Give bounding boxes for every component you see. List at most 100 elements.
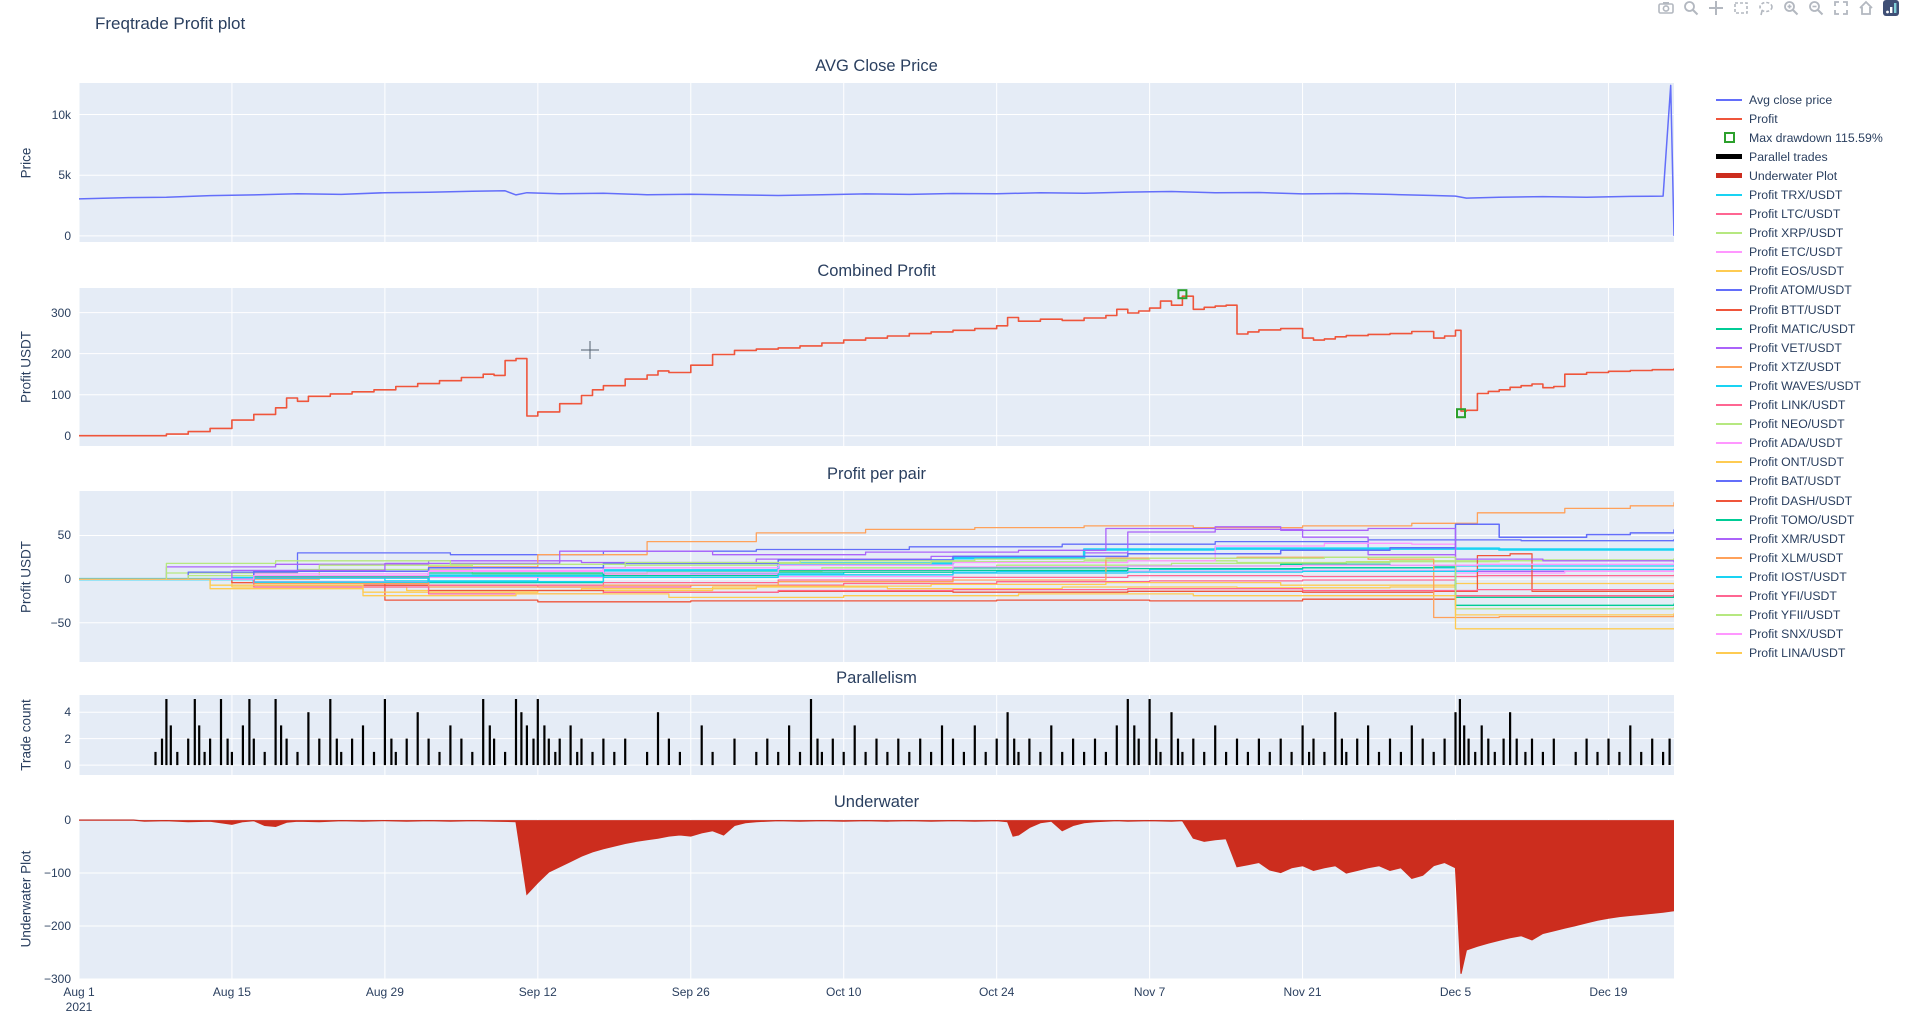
x-tick-label: Nov 21 (1283, 985, 1322, 999)
legend-item[interactable]: Profit TOMO/USDT (1716, 510, 1883, 529)
subplot-title-profit-per-pair: Profit per pair (826, 465, 927, 483)
zoom-in-icon[interactable] (1780, 0, 1802, 15)
legend-label: Profit XTZ/USDT (1749, 359, 1842, 374)
plotly-logo[interactable] (1880, 0, 1902, 16)
legend-item[interactable]: Profit XRP/USDT (1716, 224, 1883, 243)
legend-item[interactable]: Profit NEO/USDT (1716, 415, 1883, 434)
x-tick-label: Dec 19 (1589, 985, 1628, 999)
legend-line-swatch-icon (1716, 232, 1742, 235)
legend-line-swatch-icon (1716, 499, 1742, 502)
swatch (1716, 652, 1742, 655)
legend-item[interactable]: Profit BAT/USDT (1716, 472, 1883, 491)
legend-item[interactable]: Profit ATOM/USDT (1716, 281, 1883, 300)
legend-item[interactable]: Profit BTT/USDT (1716, 300, 1883, 319)
legend-line-swatch-icon (1716, 365, 1742, 368)
x-tick-label: Sep 12 (518, 985, 557, 999)
legend-line-swatch-icon (1716, 251, 1742, 254)
legend-item[interactable]: Profit TRX/USDT (1716, 185, 1883, 204)
zoom-icon[interactable] (1680, 0, 1702, 15)
legend-item[interactable]: Profit VET/USDT (1716, 338, 1883, 357)
x-tick-sublabel: 2021 (65, 1000, 93, 1014)
x-tick-label: Oct 10 (826, 985, 862, 999)
legend-label: Profit XLM/USDT (1749, 550, 1844, 565)
parallelism-plot[interactable] (78, 695, 1674, 775)
legend-line-swatch-icon (1716, 575, 1742, 578)
legend-item[interactable]: Profit YFII/USDT (1716, 606, 1883, 625)
legend-line-swatch-icon (1716, 270, 1742, 273)
legend-item[interactable]: Profit LTC/USDT (1716, 205, 1883, 224)
y-tick-label: 100 (50, 387, 71, 402)
swatch (1716, 154, 1742, 160)
legend-label: Underwater Plot (1749, 168, 1838, 183)
legend-item[interactable]: Profit (1716, 109, 1883, 128)
camera-icon[interactable] (1655, 0, 1677, 15)
swatch (1716, 384, 1742, 387)
legend-item[interactable]: Profit LINK/USDT (1716, 396, 1883, 415)
legend-line-swatch-icon (1716, 404, 1742, 407)
legend-item[interactable]: Profit ADA/USDT (1716, 434, 1883, 453)
legend-line-swatch-icon (1716, 289, 1742, 292)
y-tick-label: −300 (43, 972, 71, 986)
legend-label: Profit ATOM/USDT (1749, 283, 1852, 298)
swatch (1716, 213, 1742, 216)
y-tick-label: 10k (51, 107, 71, 122)
legend-label: Profit TRX/USDT (1749, 188, 1843, 203)
figure-title: Freqtrade Profit plot (95, 14, 246, 33)
legend: Avg close price Profit Max drawdown 115.59… (1716, 90, 1883, 663)
legend-label: Profit IOST/USDT (1749, 569, 1847, 584)
legend-label: Profit YFII/USDT (1749, 608, 1841, 623)
reset-axes-icon[interactable] (1855, 0, 1877, 15)
zoom-out-icon[interactable] (1805, 0, 1827, 15)
legend-label: Profit SNX/USDT (1749, 627, 1844, 642)
y-tick-label: 0 (64, 758, 71, 773)
subplot-title-avg-close-price: AVG Close Price (815, 57, 938, 75)
legend-item[interactable]: Profit MATIC/USDT (1716, 319, 1883, 338)
legend-item[interactable]: Profit XTZ/USDT (1716, 357, 1883, 376)
legend-item[interactable]: Underwater Plot (1716, 166, 1883, 185)
box-select-icon[interactable] (1730, 0, 1752, 15)
swatch (1716, 633, 1742, 636)
legend-line-swatch-icon (1716, 154, 1742, 160)
legend-item[interactable]: Profit XLM/USDT (1716, 548, 1883, 567)
legend-line-swatch-icon (1716, 308, 1742, 311)
legend-item[interactable]: Profit SNX/USDT (1716, 625, 1883, 644)
legend-line-swatch-icon (1716, 480, 1742, 483)
legend-line-swatch-icon (1716, 594, 1742, 597)
pan-icon[interactable] (1705, 0, 1727, 15)
legend-item[interactable]: Profit DASH/USDT (1716, 491, 1883, 510)
legend-line-swatch-icon (1716, 173, 1742, 179)
underwater-plot[interactable] (78, 819, 1675, 980)
avg-close-price-plot[interactable] (78, 83, 1675, 242)
legend-item[interactable]: Avg close price (1716, 90, 1883, 109)
swatch (1716, 575, 1742, 578)
combined-profit-plot[interactable] (78, 288, 1675, 446)
legend-item[interactable]: Profit IOST/USDT (1716, 567, 1883, 586)
legend-line-swatch-icon (1716, 442, 1742, 445)
legend-line-swatch-icon (1716, 633, 1742, 636)
legend-item[interactable]: Profit WAVES/USDT (1716, 376, 1883, 395)
x-tick-label: Dec 5 (1439, 985, 1472, 999)
legend-label: Profit EOS/USDT (1749, 264, 1844, 279)
legend-item[interactable]: Max drawdown 115.59% (1716, 128, 1883, 147)
legend-line-swatch-icon (1716, 213, 1742, 216)
swatch (1716, 423, 1742, 426)
profit-per-pair-plot[interactable] (78, 491, 1676, 662)
legend-label: Profit LINK/USDT (1749, 398, 1846, 413)
legend-label: Profit ONT/USDT (1749, 455, 1844, 470)
legend-line-swatch-icon (1716, 614, 1742, 617)
legend-label: Parallel trades (1749, 149, 1828, 164)
legend-item[interactable]: Profit EOS/USDT (1716, 262, 1883, 281)
legend-item[interactable]: Profit ONT/USDT (1716, 453, 1883, 472)
y-tick-label: 50 (57, 528, 71, 543)
legend-item[interactable]: Profit XMR/USDT (1716, 529, 1883, 548)
legend-item[interactable]: Profit ETC/USDT (1716, 243, 1883, 262)
swatch (1716, 556, 1742, 559)
legend-item[interactable]: Profit YFI/USDT (1716, 586, 1883, 605)
swatch (1716, 480, 1742, 483)
legend-item[interactable]: Profit LINA/USDT (1716, 644, 1883, 663)
legend-item[interactable]: Parallel trades (1716, 147, 1883, 166)
cursor-crosshair (581, 341, 599, 359)
modebar (1655, 0, 1902, 16)
lasso-select-icon[interactable] (1755, 0, 1777, 15)
autoscale-icon[interactable] (1830, 0, 1852, 15)
